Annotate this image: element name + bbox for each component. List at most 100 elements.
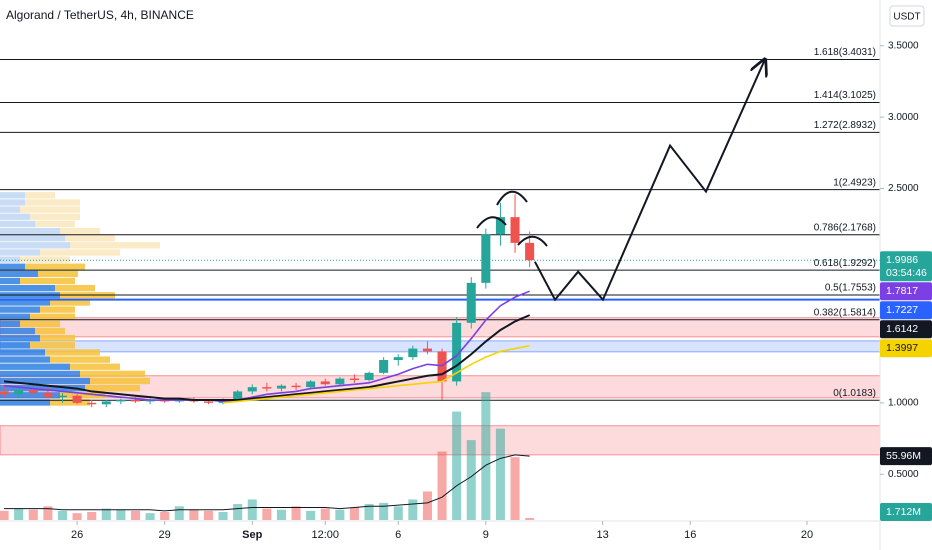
x-tick-label: 12:00 xyxy=(311,529,339,541)
profile-up xyxy=(0,306,40,313)
profile-up xyxy=(0,227,60,235)
profile-down xyxy=(38,270,78,278)
volume-bar xyxy=(116,509,126,520)
price-badge-label: 1.6142 xyxy=(886,323,918,335)
x-tick-label: 20 xyxy=(801,529,813,541)
countdown: 03:54:46 xyxy=(886,267,927,279)
profile-down xyxy=(40,335,75,342)
profile-down xyxy=(30,342,75,349)
chart-title: Algorand / TetherUS, 4h, BINANCE xyxy=(6,8,194,22)
fib-label: 1.618(3.4031) xyxy=(814,47,876,58)
x-tick-label: 9 xyxy=(483,529,489,541)
profile-up xyxy=(0,285,55,292)
volume-ma xyxy=(4,454,530,512)
candle-body xyxy=(364,372,374,380)
profile-up xyxy=(0,320,20,328)
profile-up xyxy=(0,392,60,399)
volume-bar xyxy=(101,508,111,520)
profile-down xyxy=(65,235,115,242)
candle-body xyxy=(306,381,316,388)
profile-up xyxy=(0,256,20,263)
profile-down xyxy=(35,220,75,228)
candle-body xyxy=(130,400,140,402)
x-tick-label: 16 xyxy=(684,529,696,541)
profile-up xyxy=(0,313,30,320)
volume-bar xyxy=(525,518,535,520)
profile-up xyxy=(0,270,38,278)
fib-label: 0.618(1.9292) xyxy=(814,258,876,269)
profile-up xyxy=(0,363,70,370)
candle-body xyxy=(43,392,53,398)
volume-bar xyxy=(14,508,24,520)
profile-up xyxy=(0,192,25,199)
volume-bar xyxy=(28,509,38,520)
zone xyxy=(0,317,881,338)
fib-label: 0.5(1.7553) xyxy=(825,283,876,294)
profile-down xyxy=(50,299,90,306)
profile-up xyxy=(0,242,70,249)
price-badge xyxy=(880,447,932,466)
volume-bar xyxy=(422,491,432,520)
profile-up xyxy=(0,206,20,213)
profile-down xyxy=(25,199,80,206)
volume-bar xyxy=(233,504,243,520)
volume-bar xyxy=(510,457,520,520)
zone xyxy=(0,340,881,353)
profile-up xyxy=(0,335,40,342)
x-tick-label: 29 xyxy=(159,529,171,541)
x-tick-label: Sep xyxy=(242,529,262,541)
profile-down xyxy=(20,256,70,263)
candle-body xyxy=(320,381,330,385)
profile-down xyxy=(90,377,150,385)
price-badge-label: 1.3997 xyxy=(886,342,918,354)
profile-down xyxy=(55,285,95,292)
fib-label: 1.414(3.1025) xyxy=(814,90,876,101)
moving-average xyxy=(3,314,531,401)
head-arc xyxy=(496,190,528,206)
profile-up xyxy=(0,370,80,378)
profile-down xyxy=(40,306,75,313)
profile-down xyxy=(50,399,90,406)
candle-body xyxy=(291,385,301,388)
fib-label: 0(1.0183) xyxy=(833,388,876,399)
volume-bar xyxy=(452,411,462,520)
price-badge xyxy=(880,282,932,301)
projection-path xyxy=(534,59,765,302)
zone xyxy=(0,425,881,456)
candle-body xyxy=(452,322,462,382)
fib-label: 1.272(2.8932) xyxy=(814,120,876,131)
right-shoulder-arc xyxy=(517,235,548,247)
volume-bar xyxy=(130,510,140,520)
price-badge xyxy=(880,301,932,320)
profile-up xyxy=(0,342,30,349)
volume-bar xyxy=(364,504,374,520)
candle-body xyxy=(525,242,535,261)
moving-average xyxy=(222,344,530,404)
profile-down xyxy=(30,313,75,320)
volume-bar xyxy=(43,506,53,520)
candle-body xyxy=(262,387,272,389)
profile-down xyxy=(80,370,145,378)
volume-bar xyxy=(189,509,199,520)
volume-bar xyxy=(87,512,97,520)
candle-body xyxy=(101,401,111,405)
x-tick-label: 13 xyxy=(597,529,609,541)
profile-down xyxy=(20,320,60,328)
candle-body xyxy=(481,234,491,283)
volume-bar xyxy=(218,512,228,520)
volume-bar xyxy=(495,428,505,520)
profile-up xyxy=(0,377,90,385)
fib-label: 0.382(1.5814) xyxy=(814,307,876,318)
profile-down xyxy=(50,356,110,363)
candle-body xyxy=(466,282,476,323)
candle-body xyxy=(408,348,418,358)
volume-bar xyxy=(466,440,476,520)
profile-down xyxy=(70,363,120,370)
volume-bar xyxy=(335,509,345,520)
profile-down xyxy=(20,206,80,213)
candle-body xyxy=(14,390,24,395)
profile-down xyxy=(85,385,140,392)
profile-up xyxy=(0,349,45,356)
candle-body xyxy=(247,387,257,392)
